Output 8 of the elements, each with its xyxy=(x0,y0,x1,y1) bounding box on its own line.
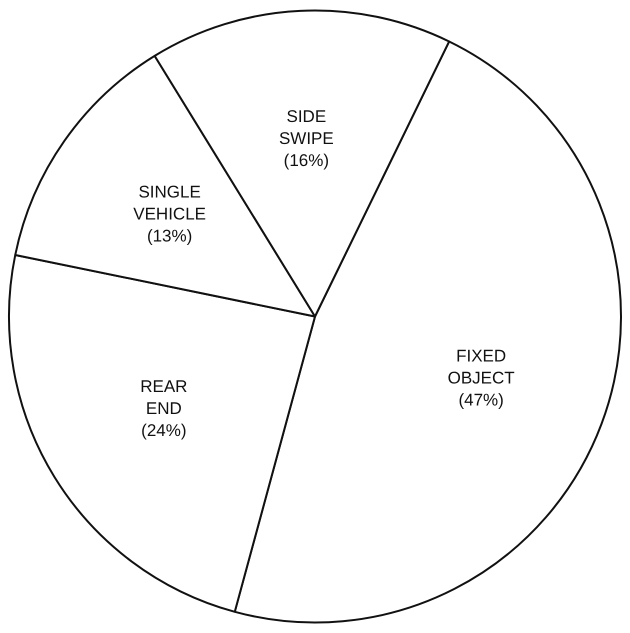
data-label: (24%) xyxy=(141,421,187,440)
slice-label: FIXED OBJECT xyxy=(448,346,515,388)
data-label: (16%) xyxy=(284,150,330,170)
slice-label: SINGLE VEHICLE xyxy=(133,182,206,224)
data-label: (13%) xyxy=(146,226,192,246)
slice-label: REAR END xyxy=(140,377,188,418)
data-label: (47%) xyxy=(458,390,504,410)
slice-label: SIDE SWIPE xyxy=(278,106,334,148)
